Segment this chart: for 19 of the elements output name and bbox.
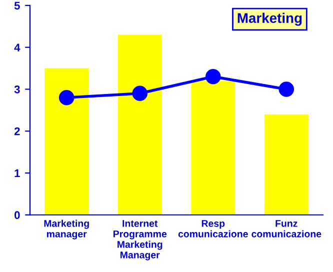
x-tick-label: Internet Programme Marketing Manager [113, 220, 167, 260]
point [205, 69, 221, 84]
y-tick-label: 5 [14, 2, 20, 10]
y-tick-label: 4 [14, 44, 20, 52]
x-tick-label: Marketing manager [44, 220, 89, 240]
y-tick-label: 0 [14, 211, 20, 220]
bar [118, 34, 162, 215]
bar [44, 68, 89, 215]
y-tick-label: 1 [14, 169, 20, 178]
point [58, 90, 74, 106]
y-tick-label: 3 [14, 85, 20, 94]
chart-title: Marketing [238, 12, 302, 26]
y-tick-label: 2 [14, 127, 20, 136]
bar [191, 80, 236, 215]
point [278, 82, 294, 97]
point [132, 86, 148, 102]
x-tick-label: Resp comunicazione [178, 220, 248, 238]
bar [264, 114, 308, 215]
x-tick-label: Funz comunicazione [252, 220, 322, 238]
